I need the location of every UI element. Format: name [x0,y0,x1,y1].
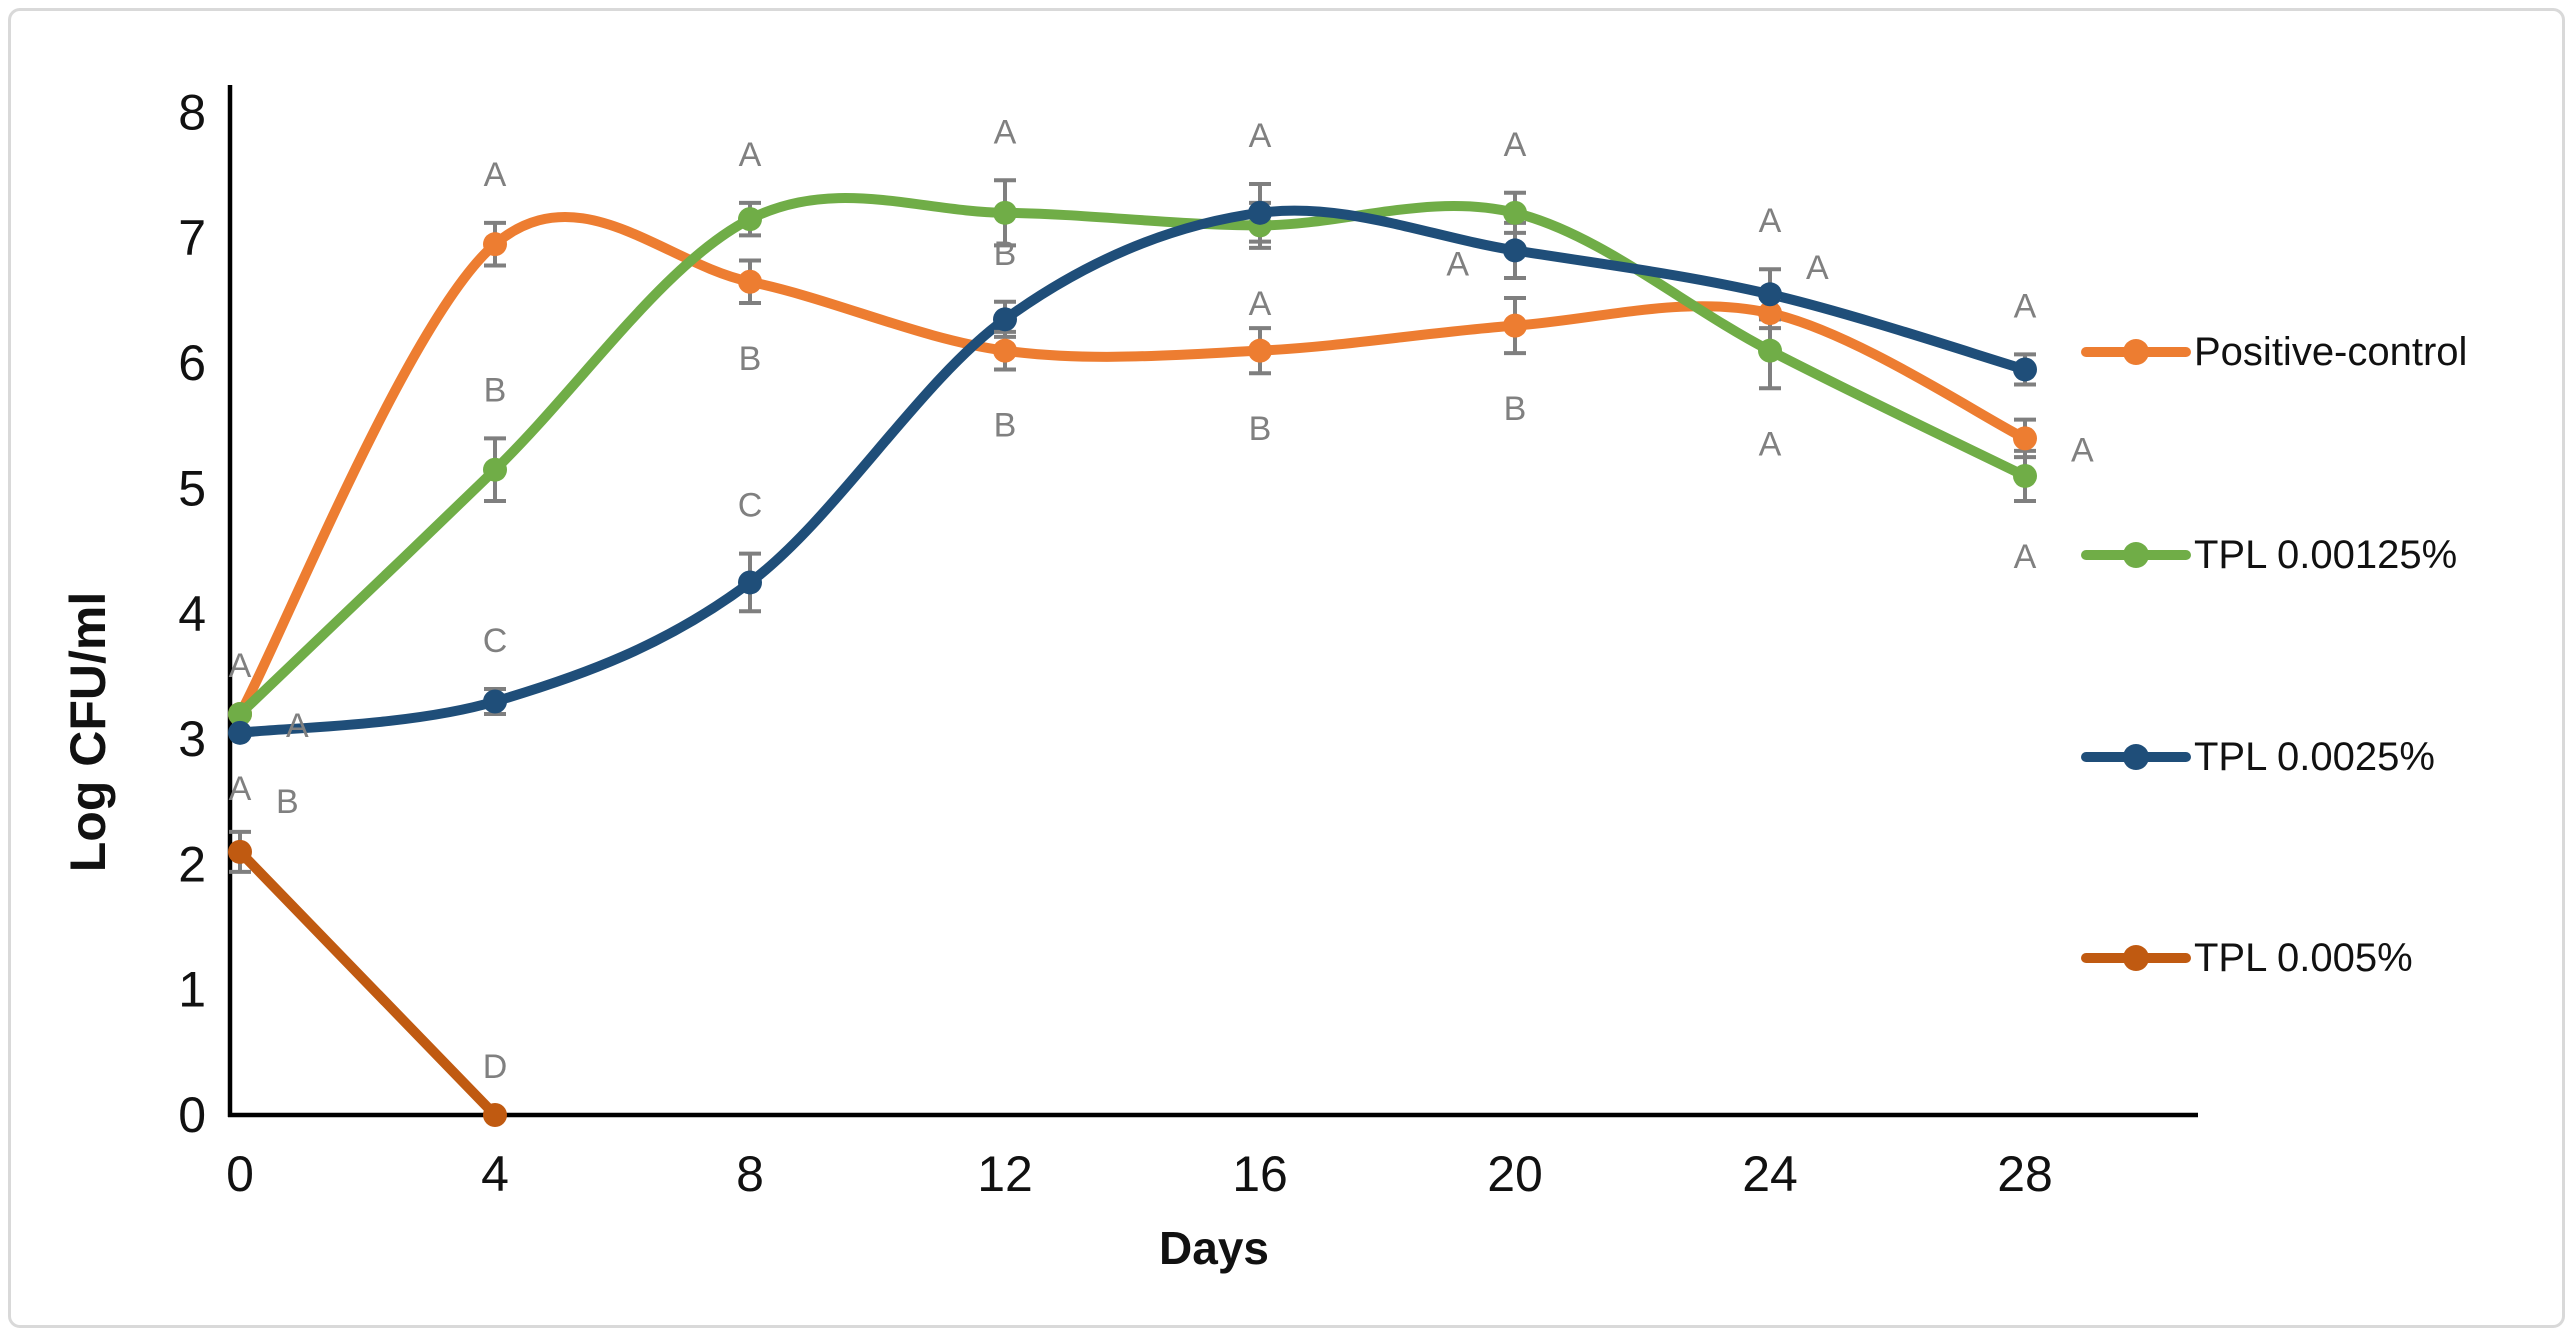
data-point-tpl-0-00125-day24 [1758,338,1782,363]
sig-letter-tpl-0-0025-day0: A [229,770,252,808]
sig-letter-tpl-0-0025-day24: A [1759,202,1782,240]
y-axis-title: Log CFU/ml [60,592,116,873]
data-point-positive-control-day28 [2013,426,2037,451]
data-point-positive-control-day20 [1503,313,1527,338]
legend-item-positive-control: Positive-control [2081,330,2467,374]
x-tick-label: 8 [736,1146,764,1202]
data-point-tpl-0-00125-day28 [2013,463,2037,488]
y-tick-label: 1 [178,962,206,1018]
y-tick-label: 8 [178,85,206,141]
sig-letter-tpl-0-00125-day4: B [484,371,507,409]
data-point-positive-control-day12 [993,338,1017,363]
sig-letter-tpl-0-00125-day20: A [1504,126,1527,164]
y-tick-label: 5 [178,461,206,517]
sig-letter-tpl-0-00125-day28: A [2014,538,2037,576]
x-tick-label: 12 [977,1146,1033,1202]
data-point-tpl-0-005-day0 [228,839,252,864]
y-tick-label: 7 [178,210,206,266]
sig-letter-positive-control-day24: A [1806,249,1829,287]
data-point-positive-control-day24 [1758,301,1782,326]
sig-letter-tpl-0-00125-day24: A [1759,425,1782,463]
data-point-positive-control-day8 [738,269,762,294]
x-tick-label: 28 [1997,1146,2053,1202]
sig-letter-tpl-0-00125-day12: A [994,113,1017,151]
x-tick-label: 16 [1232,1146,1288,1202]
y-tick-label: 0 [178,1087,206,1143]
sig-letter-tpl-0-0025-day12: B [994,235,1017,273]
legend-item-tpl-0-0025: TPL 0.0025% [2081,735,2435,779]
sig-letter-tpl-0-0025-day8: C [738,487,763,525]
data-point-tpl-0-0025-day20 [1503,238,1527,263]
series-line-tpl-0-0025 [235,205,2030,738]
data-point-tpl-0-00125-day20 [1503,200,1527,225]
series-line-tpl-0-00125 [235,193,2030,720]
sig-letter-positive-control-day4: A [484,156,507,194]
y-tick-label: 3 [178,711,206,767]
sig-letter-positive-control-day16: B [1249,410,1272,448]
legend-dot-marker [2123,339,2149,365]
data-point-tpl-0-00125-day0 [228,702,252,727]
data-point-positive-control-day4 [483,232,507,257]
series-line-tpl-0-005 [235,846,500,1120]
y-tick-label: 6 [178,335,206,391]
sig-letter-tpl-0-005-day4: D [483,1048,508,1086]
sig-letter-positive-control-day0: A [229,647,252,685]
x-tick-label: 4 [481,1146,509,1202]
series-line-positive-control [235,211,2030,720]
sig-letter-positive-control-day8: B [739,340,762,378]
legend-label: TPL 0.005% [2194,936,2413,980]
legend-label: Positive-control [2194,330,2467,374]
legend-label: TPL 0.0025% [2194,735,2435,779]
sig-letter-tpl-0-0025-day28: A [2014,287,2037,325]
sig-letter-tpl-0-00125-day0: A [286,707,309,745]
sig-letter-positive-control-day28: A [2071,431,2094,469]
data-point-tpl-0-0025-day8 [738,570,762,595]
data-point-tpl-0-00125-day12 [993,200,1017,225]
legend-label: TPL 0.00125% [2194,533,2457,577]
data-point-tpl-0-00125-day4 [483,457,507,482]
sig-letter-tpl-0-0025-day20: A [1446,245,1469,283]
data-point-tpl-0-0025-day16 [1248,200,1272,225]
data-point-tpl-0-0025-day4 [483,689,507,714]
sig-letter-positive-control-day20: B [1504,390,1527,428]
x-tick-label: 24 [1742,1146,1798,1202]
legend-dot-marker [2123,744,2149,770]
legend-item-tpl-0-00125: TPL 0.00125% [2081,533,2457,577]
x-axis-title: Days [1159,1222,1269,1274]
sig-letter-tpl-0-0025-day4: C [483,622,508,660]
data-point-tpl-0-0025-day24 [1758,282,1782,307]
sig-letter-tpl-0-0025-day16: A [1249,117,1272,155]
legend-item-tpl-0-005: TPL 0.005% [2081,936,2413,980]
data-point-tpl-0-0025-day12 [993,307,1017,332]
sig-letter-positive-control-day12: B [994,406,1017,444]
data-point-positive-control-day16 [1248,338,1272,363]
x-tick-label: 20 [1487,1146,1543,1202]
x-tick-label: 0 [226,1146,254,1202]
data-point-tpl-0-005-day4 [483,1103,507,1127]
data-point-tpl-0-0025-day28 [2013,357,2037,382]
y-tick-label: 2 [178,836,206,892]
sig-letter-tpl-0-00125-day8: A [739,136,762,174]
data-point-tpl-0-00125-day8 [738,207,762,232]
sig-letter-tpl-0-00125-day16: A [1249,285,1272,323]
y-tick-label: 4 [178,586,206,642]
legend-dot-marker [2123,542,2149,568]
sig-letter-tpl-0-005-day0: B [276,783,299,821]
data-point-tpl-0-0025-day0 [228,720,252,745]
legend-dot-marker [2123,945,2149,971]
